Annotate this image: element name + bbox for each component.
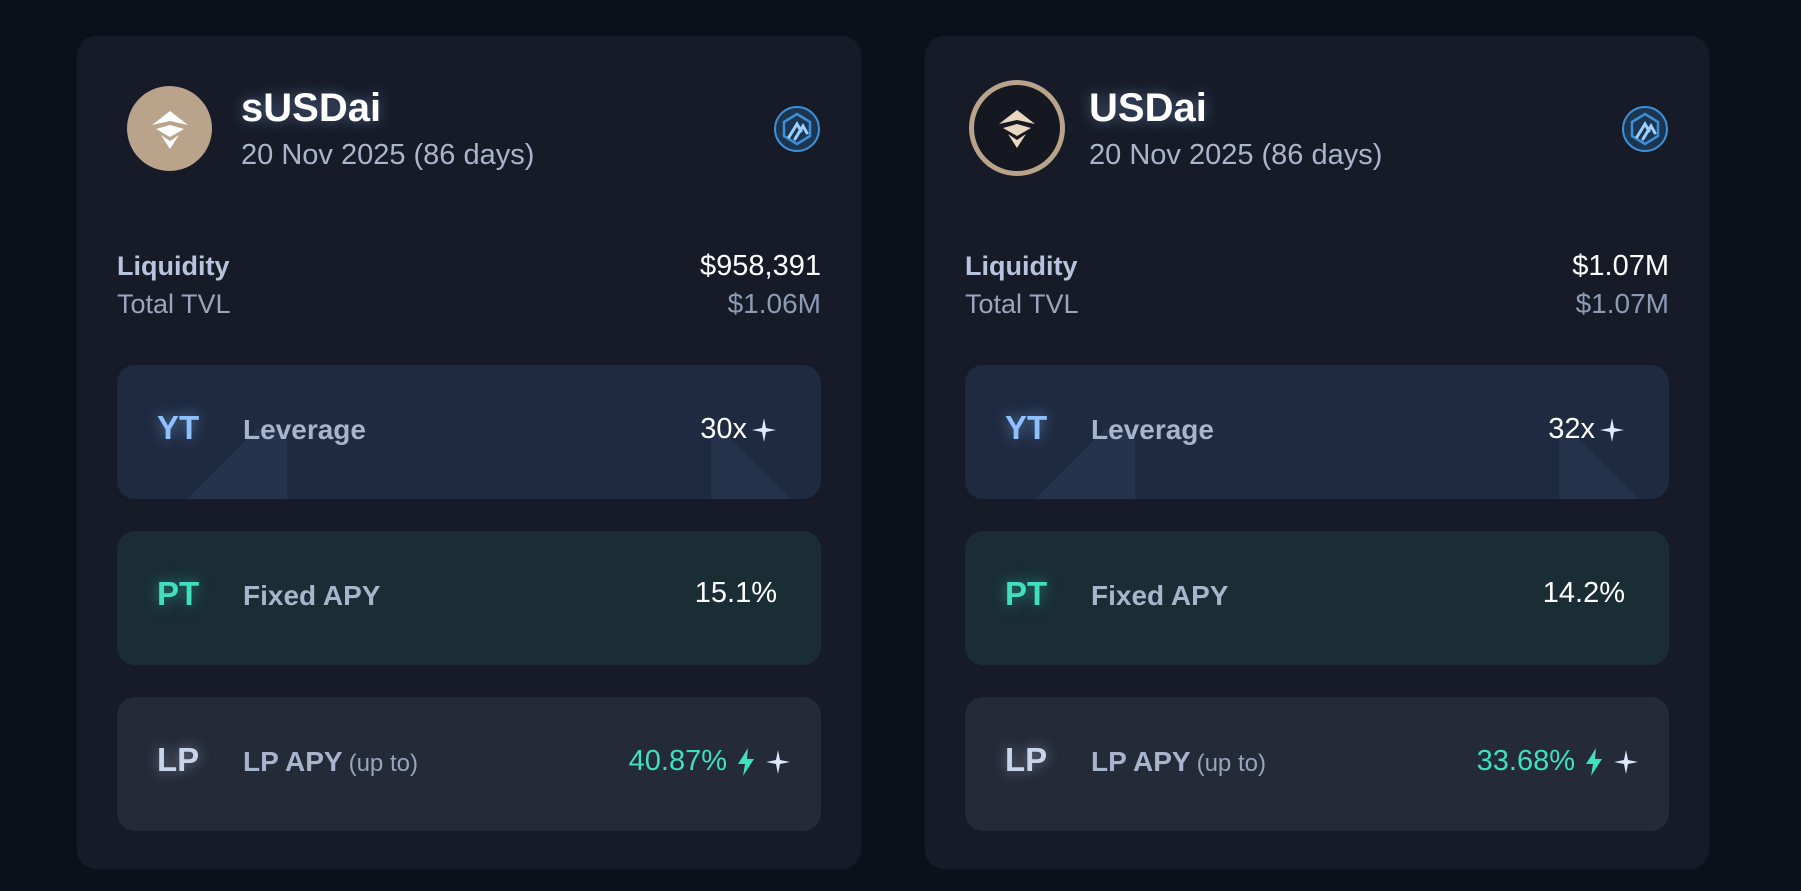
market-card-usdai[interactable]: USDai 20 Nov 2025 (86 days) Liquidity $1… <box>925 36 1709 869</box>
pt-label: Fixed APY <box>243 580 381 611</box>
decorative-glow <box>117 429 287 499</box>
maturity-date: 20 Nov 2025 (86 days) <box>1089 139 1383 171</box>
yt-label: Leverage <box>1091 414 1214 445</box>
decorative-glow <box>965 429 1135 499</box>
lp-label-sub: (up to) <box>348 750 418 777</box>
asset-logo-icon <box>127 86 212 171</box>
lp-apy-value: 40.87% <box>628 745 727 777</box>
pt-tag: PT <box>1005 575 1048 612</box>
lp-label: LP APY (up to) <box>1091 746 1266 778</box>
pt-row[interactable]: PT Fixed APY 15.1% <box>117 531 821 665</box>
liquidity-value: $958,391 <box>700 250 821 282</box>
yt-tag: YT <box>157 409 200 446</box>
arbitrum-icon <box>772 104 822 154</box>
leverage-value: 30x <box>700 413 747 445</box>
market-card-susdai[interactable]: sUSDai 20 Nov 2025 (86 days) Liquidity $… <box>77 36 861 869</box>
liquidity-row: Liquidity $958,391 <box>117 250 821 283</box>
lp-label-text: LP APY <box>1091 746 1191 777</box>
lp-label-sub: (up to) <box>1196 750 1266 777</box>
lp-value: 33.68% <box>1477 745 1639 778</box>
tvl-row: Total TVL $1.07M <box>965 288 1669 320</box>
lp-label: LP APY (up to) <box>243 746 418 778</box>
lp-row[interactable]: LP LP APY (up to) 40.87% <box>117 697 821 831</box>
usdai-logo-icon <box>151 110 188 149</box>
sparkle-icon <box>1613 749 1639 775</box>
decorative-glow <box>1559 429 1669 499</box>
tvl-label: Total TVL <box>965 288 1079 319</box>
decorative-glow <box>711 429 821 499</box>
yt-value: 32x <box>1548 413 1625 446</box>
pt-value: 15.1% <box>694 577 777 609</box>
lp-apy-value: 33.68% <box>1476 745 1575 777</box>
leverage-value: 32x <box>1548 413 1595 445</box>
lp-tag: LP <box>1005 741 1048 778</box>
tvl-row: Total TVL $1.06M <box>117 288 821 320</box>
lp-label-text: LP APY <box>243 746 343 777</box>
usdai-logo-icon <box>999 110 1035 148</box>
pt-tag: PT <box>157 575 200 612</box>
lp-tag: LP <box>157 741 200 778</box>
lightning-icon <box>735 747 757 777</box>
asset-logo-icon <box>969 80 1065 176</box>
sparkle-icon <box>765 749 791 775</box>
asset-name: USDai <box>1089 86 1207 130</box>
tvl-value: $1.07M <box>1575 288 1669 319</box>
lp-row[interactable]: LP LP APY (up to) 33.68% <box>965 697 1669 831</box>
pt-row[interactable]: PT Fixed APY 14.2% <box>965 531 1669 665</box>
tvl-value: $1.06M <box>727 288 821 319</box>
yt-tag: YT <box>1005 409 1048 446</box>
yt-value: 30x <box>700 413 777 446</box>
liquidity-row: Liquidity $1.07M <box>965 250 1669 283</box>
asset-name: sUSDai <box>241 86 382 130</box>
tvl-label: Total TVL <box>117 288 231 319</box>
sparkle-icon <box>751 417 777 443</box>
lightning-icon <box>1583 747 1605 777</box>
liquidity-value: $1.07M <box>1572 250 1669 282</box>
yt-row[interactable]: YT Leverage 30x <box>117 365 821 499</box>
yt-row[interactable]: YT Leverage 32x <box>965 365 1669 499</box>
sparkle-icon <box>1599 417 1625 443</box>
pt-value: 14.2% <box>1542 577 1625 609</box>
arbitrum-icon <box>1620 104 1670 154</box>
liquidity-label: Liquidity <box>117 251 230 281</box>
liquidity-label: Liquidity <box>965 251 1078 281</box>
maturity-date: 20 Nov 2025 (86 days) <box>241 139 535 171</box>
yt-label: Leverage <box>243 414 366 445</box>
lp-value: 40.87% <box>629 745 791 778</box>
pt-label: Fixed APY <box>1091 580 1229 611</box>
